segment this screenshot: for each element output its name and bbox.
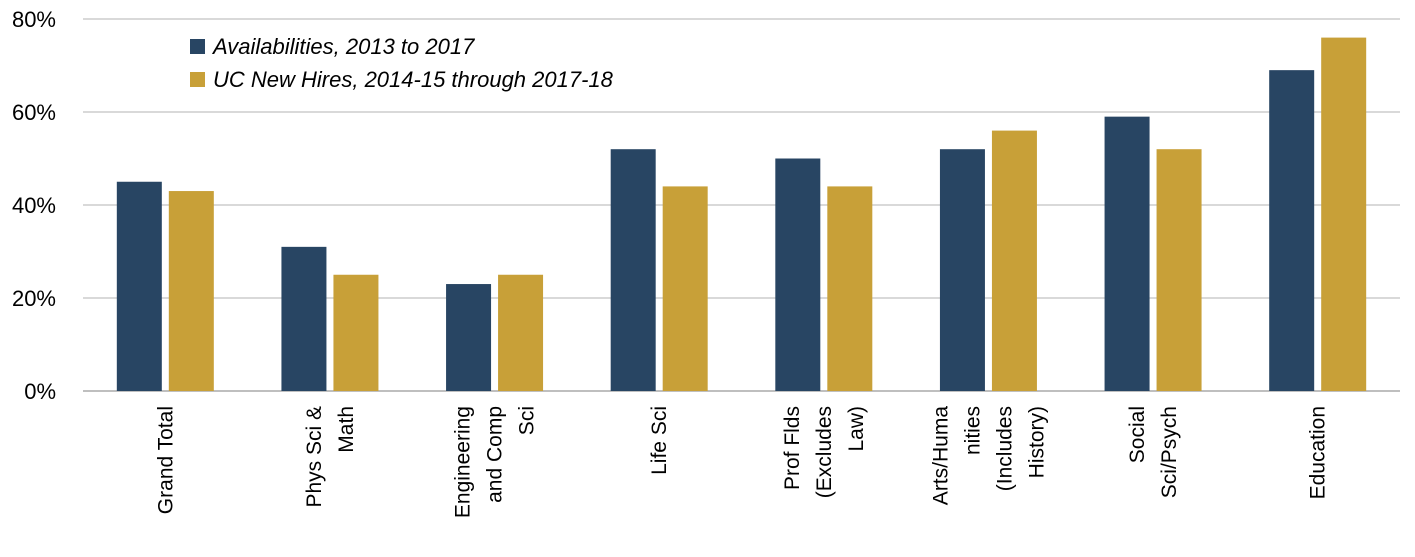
- x-category-label-line: nities: [961, 406, 984, 455]
- x-category-label-line: Math: [335, 406, 358, 453]
- x-category-label-line: Education: [1307, 406, 1330, 499]
- x-category-label: Social Sci/Psych: [1126, 406, 1181, 498]
- y-tick-label: 40%: [12, 193, 56, 218]
- x-category-label-line: Sci/Psych: [1158, 406, 1181, 498]
- x-category-label: Prof Flds (Excludes Law): [781, 406, 868, 498]
- bar-uc-new-hires: [991, 130, 1037, 391]
- bar-availabilities: [1269, 70, 1315, 392]
- bar-uc-new-hires: [827, 186, 873, 391]
- legend-swatch: [190, 72, 205, 87]
- y-tick-label: 80%: [12, 7, 56, 32]
- bar-uc-new-hires: [1156, 149, 1202, 391]
- y-tick-label: 60%: [12, 100, 56, 125]
- legend-label: Availabilities, 2013 to 2017: [211, 34, 475, 59]
- bar-availabilities: [775, 158, 821, 391]
- x-category-label: Grand Total: [154, 406, 177, 514]
- x-category-label: Phys Sci & Math: [303, 406, 358, 508]
- y-axis-ticks: 0% 20% 40% 60% 80%: [12, 7, 56, 404]
- x-category-label-line: Prof Flds: [781, 406, 804, 490]
- x-category-label-line: Social: [1126, 406, 1149, 463]
- bar-availabilities: [1104, 116, 1150, 392]
- bar-availabilities: [610, 149, 656, 391]
- x-axis-labels: Grand Total Phys Sci & Math Engineering and …: [154, 406, 1329, 518]
- x-category-label-line: Arts/Huma: [929, 406, 952, 506]
- x-category-label: Engineering and Comp Sci: [452, 406, 539, 518]
- x-category-label-line: Phys Sci &: [303, 406, 326, 508]
- legend-label: UC New Hires, 2014-15 through 2017-18: [213, 67, 614, 92]
- x-category-label: Arts/Huma nities (Includes History): [929, 406, 1048, 506]
- x-category-label-line: (Excludes: [813, 406, 836, 498]
- y-tick-label: 0%: [24, 379, 56, 404]
- x-category-label-line: Law): [845, 406, 868, 452]
- x-category-label: Life Sci: [648, 406, 671, 475]
- bar-availabilities: [939, 149, 985, 391]
- x-category-label-line: Sci: [516, 406, 539, 435]
- bar-uc-new-hires: [168, 191, 214, 391]
- y-tick-label: 20%: [12, 286, 56, 311]
- x-category-label-line: Grand Total: [154, 406, 177, 514]
- bar-availabilities: [116, 181, 162, 391]
- bar-availabilities: [281, 246, 327, 391]
- bar-uc-new-hires: [498, 274, 544, 391]
- bar-uc-new-hires: [333, 274, 379, 391]
- x-category-label-line: Life Sci: [648, 406, 671, 475]
- x-category-label: Education: [1307, 406, 1330, 499]
- legend: Availabilities, 2013 to 2017 UC New Hires…: [190, 34, 614, 92]
- legend-swatch: [190, 39, 205, 54]
- x-category-label-line: (Includes: [993, 406, 1016, 491]
- x-category-label-line: and Comp: [484, 406, 507, 503]
- x-category-label-line: History): [1025, 406, 1048, 478]
- bar-availabilities: [446, 284, 492, 391]
- x-category-label-line: Engineering: [452, 406, 475, 518]
- bar-uc-new-hires: [662, 186, 708, 391]
- bars: [116, 37, 1367, 392]
- bar-uc-new-hires: [1321, 37, 1367, 391]
